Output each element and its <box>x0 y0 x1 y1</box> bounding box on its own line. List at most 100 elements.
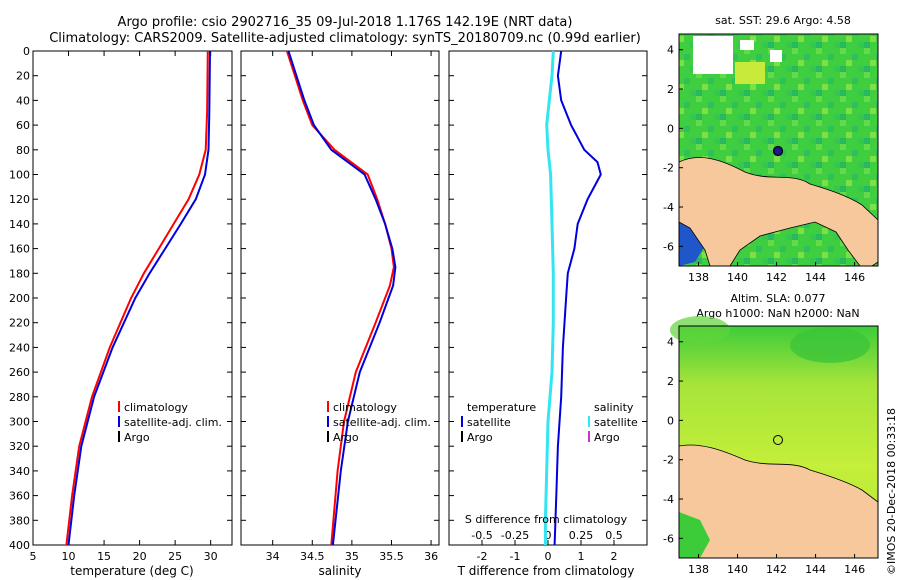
x-tick-label: -2 <box>477 550 488 563</box>
y-tick-label: 60 <box>16 119 30 132</box>
sst-map-frame <box>678 33 879 267</box>
temperature-panel: 0 20 40 60 80 100 120 140 160 180 200 220 240 260 280 3… <box>9 45 233 578</box>
sst-argo-marker <box>772 145 784 157</box>
y-tick-label: 20 <box>16 70 30 83</box>
legend-s-climatology: climatology <box>333 401 397 414</box>
map-x-tick-label: 140 <box>727 563 748 576</box>
map-x-tick-label: 146 <box>844 563 865 576</box>
s-tick-label: 0.5 <box>605 529 623 542</box>
salinity-legend: climatology satellite-adj. clim. Argo <box>327 401 431 444</box>
sla-map-title-2: Argo h1000: NaN h2000: NaN <box>696 307 859 320</box>
map-x-tick-label: 144 <box>805 563 826 576</box>
y-tick-label: 380 <box>9 514 30 527</box>
x-tick-label: 2 <box>611 550 618 563</box>
y-tick-label: 260 <box>9 366 30 379</box>
sla-coastal-patch <box>679 512 710 558</box>
legend-salinity-title: salinity <box>594 401 634 414</box>
header-line-1: Argo profile: csio 2902716_35 09-Jul-201… <box>118 15 573 30</box>
y-tick-label: 180 <box>9 267 30 280</box>
map-y-tick-label: 0 <box>667 122 674 135</box>
map-x-tick-label: 140 <box>727 271 748 284</box>
series-climatology <box>65 50 209 546</box>
y-tick-label: 120 <box>9 193 30 206</box>
y-tick-label: 280 <box>9 391 30 404</box>
legend-s-satellite-adj: satellite-adj. clim. <box>333 416 431 429</box>
temperature-legend: climatology satellite-adj. clim. Argo <box>118 401 222 444</box>
x-tick-label: 5 <box>30 550 37 563</box>
y-tick-label: 240 <box>9 341 30 354</box>
series-temperature-satellite <box>553 50 602 546</box>
s-tick-label: 0 <box>545 529 552 542</box>
legend-t-satellite: satellite <box>467 416 511 429</box>
s-tick-label: -0.25 <box>501 529 529 542</box>
map-y-tick-label: -2 <box>663 162 674 175</box>
sst-land-new-guinea <box>678 157 879 267</box>
legend-argo: Argo <box>124 431 150 444</box>
y-tick-label: 360 <box>9 490 30 503</box>
legend-climatology: climatology <box>124 401 188 414</box>
legend-t-argo: Argo <box>467 431 493 444</box>
y-tick-label: 220 <box>9 317 30 330</box>
sla-low-patch <box>790 327 870 363</box>
map-y-tick-label: -4 <box>663 201 674 214</box>
series-satellite-adj-clim- <box>287 50 397 546</box>
sst-map: sat. SST: 29.6 Argo: 4.58 138 140 142 144 14… <box>663 14 879 284</box>
x-tick-label: 25 <box>168 550 182 563</box>
legend-s-argo: Argo <box>333 431 359 444</box>
x-tick-label: 34 <box>266 550 280 563</box>
map-y-tick-label: 2 <box>667 375 674 388</box>
y-tick-label: 140 <box>9 218 30 231</box>
series-satellite-adj-clim- <box>67 50 211 546</box>
y-tick-label: 40 <box>16 94 30 107</box>
map-x-tick-label: 142 <box>766 563 787 576</box>
sst-missing-data <box>693 36 733 74</box>
x-tick-label: 35 <box>345 550 359 563</box>
map-x-tick-label: 138 <box>688 563 709 576</box>
temperature-axis-label: temperature (deg C) <box>70 564 193 578</box>
map-y-tick-label: 4 <box>667 44 674 57</box>
salinity-plot-frame <box>240 50 440 546</box>
y-tick-label: 0 <box>23 45 30 58</box>
t-difference-axis-label: T difference from climatology <box>457 564 635 578</box>
y-tick-label: 80 <box>16 144 30 157</box>
s-tick-label: 0.25 <box>569 529 594 542</box>
map-y-tick-label: -4 <box>663 493 674 506</box>
x-tick-label: -1 <box>510 550 521 563</box>
x-tick-label: 30 <box>204 550 218 563</box>
sla-map-title-1: Altim. SLA: 0.077 <box>730 292 825 305</box>
x-tick-label: 36 <box>424 550 438 563</box>
map-x-tick-label: 144 <box>805 271 826 284</box>
map-y-tick-label: 0 <box>667 414 674 427</box>
salinity-diff-legend: salinity satellite Argo <box>588 401 638 444</box>
salinity-panel: 34 34.5 35 35.5 36 salinity climatology sate… <box>240 50 440 578</box>
sst-missing-data-3 <box>770 50 782 62</box>
sla-low-patch-2 <box>670 316 730 344</box>
y-tick-label: 400 <box>9 539 30 552</box>
sla-land-new-guinea <box>678 444 879 559</box>
y-tick-label: 340 <box>9 465 30 478</box>
y-tick-label: 320 <box>9 440 30 453</box>
sla-map: Altim. SLA: 0.077 Argo h1000: NaN h2000:… <box>663 292 879 576</box>
y-tick-label: 100 <box>9 169 30 182</box>
legend-s-argo-2: Argo <box>594 431 620 444</box>
legend-s-satellite: satellite <box>594 416 638 429</box>
sst-missing-data-2 <box>740 40 754 50</box>
map-y-tick-label: 4 <box>667 336 674 349</box>
x-tick-label: 20 <box>133 550 147 563</box>
map-x-tick-label: 138 <box>688 271 709 284</box>
x-tick-label: 10 <box>62 550 76 563</box>
y-tick-label: 200 <box>9 292 30 305</box>
legend-temperature-title: temperature <box>467 401 536 414</box>
map-y-tick-label: 2 <box>667 83 674 96</box>
s-tick-label: -0.5 <box>471 529 492 542</box>
temperature-diff-legend: temperature satellite Argo <box>461 401 536 444</box>
map-y-tick-label: -6 <box>663 240 674 253</box>
y-tick-label: 160 <box>9 243 30 256</box>
x-tick-label: 0 <box>545 550 552 563</box>
imos-watermark: ©IMOS 20-Dec-2018 00:33:18 <box>885 408 898 575</box>
sla-argo-marker <box>773 435 783 445</box>
header-line-2: Climatology: CARS2009. Satellite-adjuste… <box>49 31 641 46</box>
sla-map-frame <box>678 325 879 559</box>
map-x-tick-label: 142 <box>766 271 787 284</box>
x-tick-label: 34.5 <box>300 550 325 563</box>
